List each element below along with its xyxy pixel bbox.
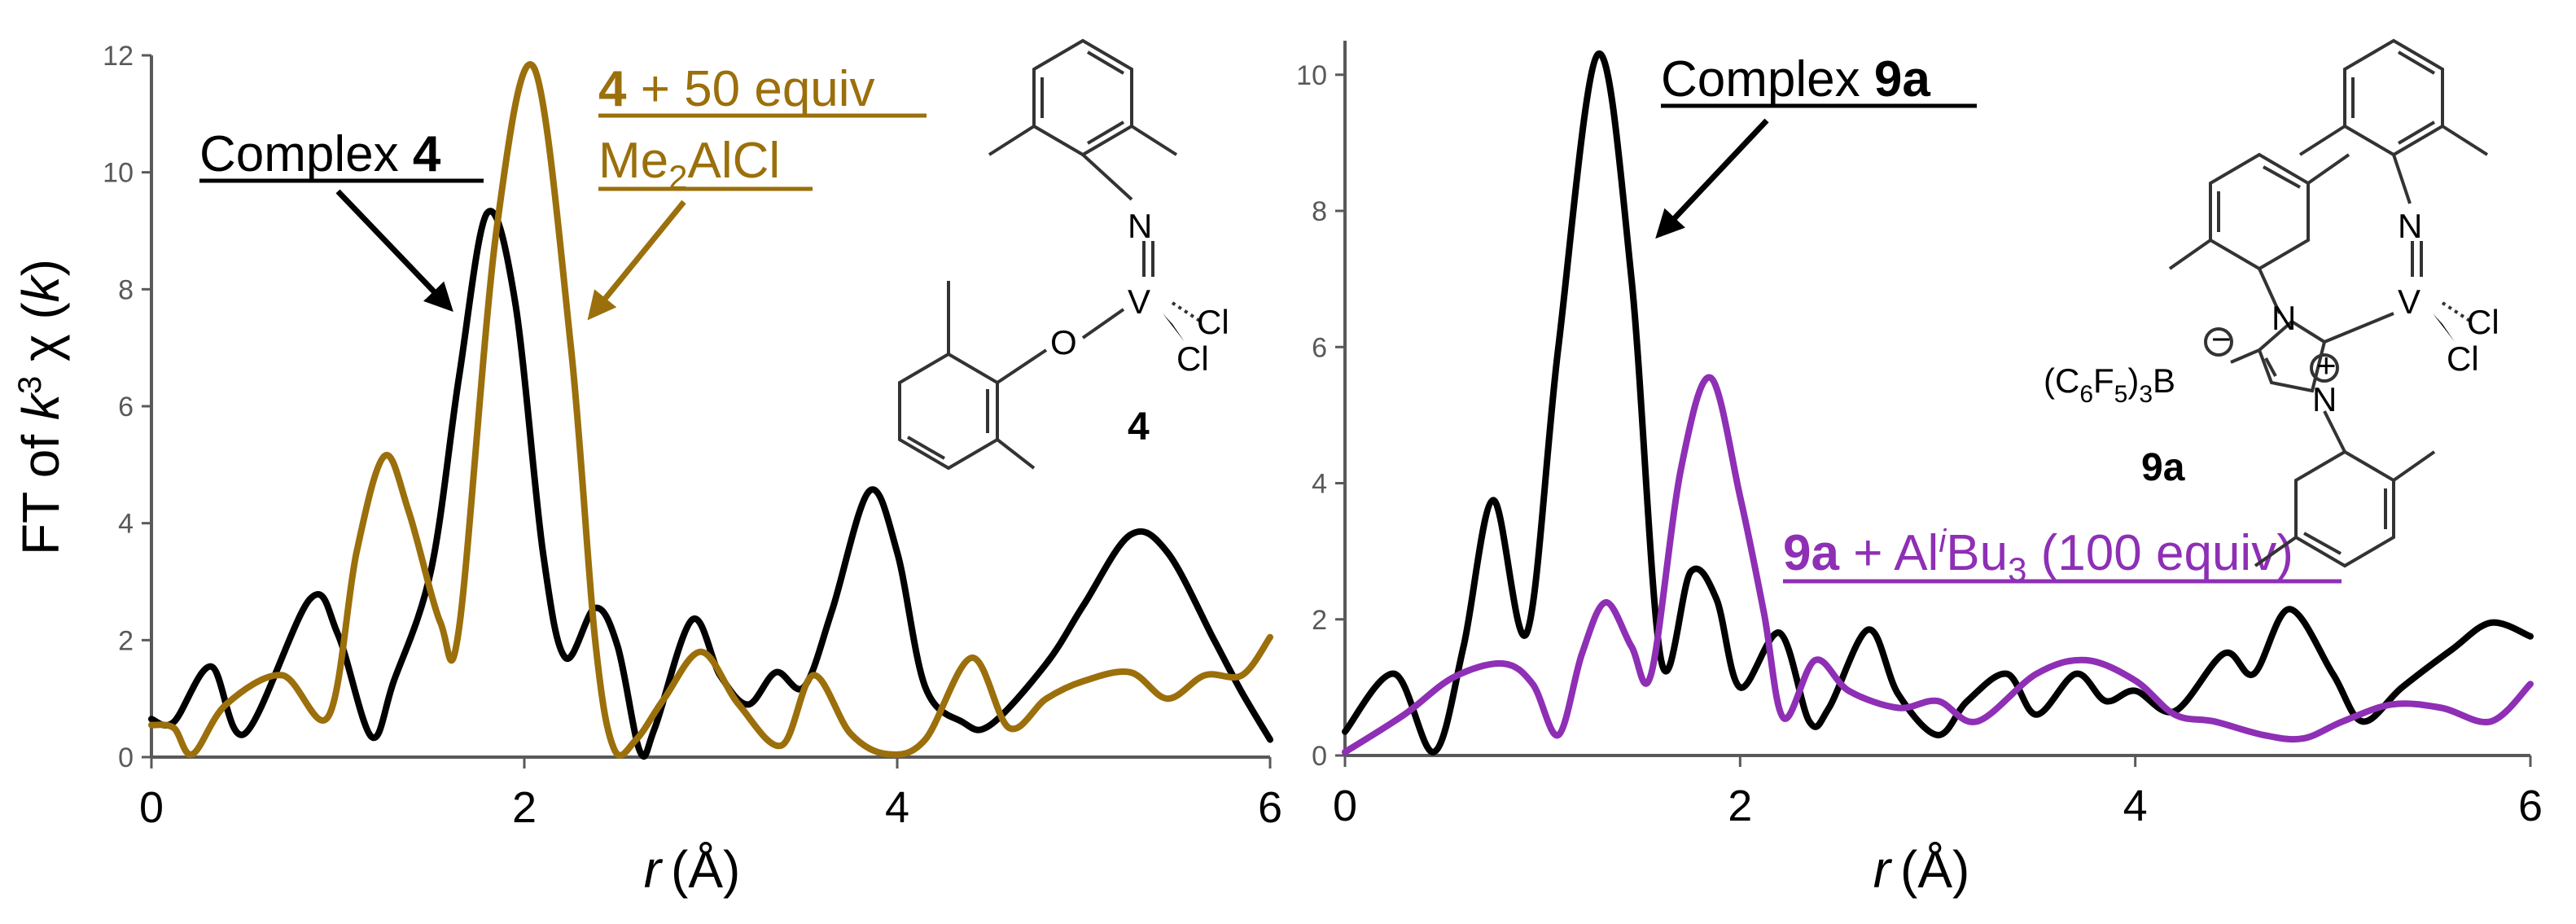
structure-4: [898, 38, 1203, 471]
struct-4-V: V: [1128, 282, 1150, 321]
x-tick-label: 4: [2123, 782, 2148, 830]
struct-9a-N-imido: N: [2398, 207, 2422, 245]
struct-9a-V: V: [2398, 282, 2420, 321]
struct-9a-Cl-1: Cl: [2467, 303, 2499, 341]
complex-9a-arrow: [1655, 118, 1769, 239]
x-tick-label: 6: [2518, 782, 2543, 830]
struct-9a-label: 9a: [2141, 446, 2185, 489]
struct-4-N: N: [1128, 207, 1152, 245]
y-tick-label: 0: [1312, 741, 1327, 772]
right-series-lines: [1342, 50, 2534, 755]
x-tick-label: 0: [139, 783, 164, 832]
series-line-1: [148, 208, 1273, 760]
y-tick-label: 0: [118, 742, 134, 773]
right-axes: 0 2 4 6 8 10 0 2 4 6: [1296, 41, 2543, 830]
complex-9a-alibu3-label: 9a + AliBu3 (100 equiv): [1783, 523, 2293, 589]
struct-4-Cl-2: Cl: [1176, 339, 1209, 378]
structure-9a: [2168, 38, 2489, 568]
left-series-lines: [148, 61, 1273, 760]
complex-4-me2alcl-label-line1: 4 + 50 equiv: [598, 61, 875, 117]
struct-9a-N-lower: N: [2312, 380, 2337, 418]
series-line-2: [148, 61, 1273, 759]
x-tick-label: 4: [885, 783, 909, 832]
y-tick-label: 8: [1312, 196, 1327, 227]
struct-9a-N-upper: N: [2272, 299, 2296, 337]
complex-9a-label: Complex 9a: [1661, 51, 1930, 107]
right-chart: 0 2 4 6 8 10 0 2 4 6 r (Å) Complex 9a 9a + AliBu3 …: [1296, 38, 2543, 899]
y-tick-label: 4: [118, 509, 134, 540]
y-tick-label: 2: [118, 625, 134, 656]
complex-4-me2alcl-arrow: [587, 199, 686, 321]
x-tick-label: 2: [512, 783, 537, 832]
y-tick-label: 10: [103, 158, 134, 189]
y-tick-label: 6: [1312, 332, 1327, 363]
y-tick-label: 10: [1296, 60, 1327, 91]
x-tick-label: 6: [1258, 783, 1282, 832]
struct-4-Cl-1: Cl: [1197, 303, 1229, 341]
struct-9a-plus-charge: +: [2316, 346, 2337, 384]
y-tick-label: 8: [118, 274, 134, 305]
left-chart: FT of k3 χ (k) 0 2 4 6 8 10 12 0 2 4 6 r (Å) Comple…: [11, 38, 1282, 899]
complex-4-label: Complex 4: [199, 126, 441, 182]
y-tick-label: 6: [118, 392, 134, 423]
y-tick-label: 2: [1312, 605, 1327, 636]
left-axes: 0 2 4 6 8 10 12 0 2 4 6: [103, 41, 1282, 832]
struct-9a-Cl-2: Cl: [2447, 339, 2479, 378]
y-axis-label: FT of k3 χ (k): [11, 259, 70, 555]
x-tick-label: 2: [1728, 782, 1752, 830]
series-line-1: [1342, 50, 2534, 755]
struct-9a-borate: (C6F5)3B: [2044, 361, 2175, 408]
series-line-2: [1342, 374, 2534, 755]
x-axis-label: r (Å): [644, 840, 741, 899]
complex-4-me2alcl-label-line2: Me2AlCl: [598, 133, 780, 196]
complex-4-arrow: [335, 189, 453, 313]
struct-4-O: O: [1050, 323, 1077, 361]
x-tick-label: 0: [1333, 782, 1357, 830]
struct-4-label: 4: [1128, 405, 1150, 449]
x-axis-label: r (Å): [1873, 840, 1970, 899]
struct-9a-minus-charge: −: [2211, 320, 2232, 358]
y-tick-label: 12: [103, 41, 134, 72]
y-tick-label: 4: [1312, 469, 1327, 500]
